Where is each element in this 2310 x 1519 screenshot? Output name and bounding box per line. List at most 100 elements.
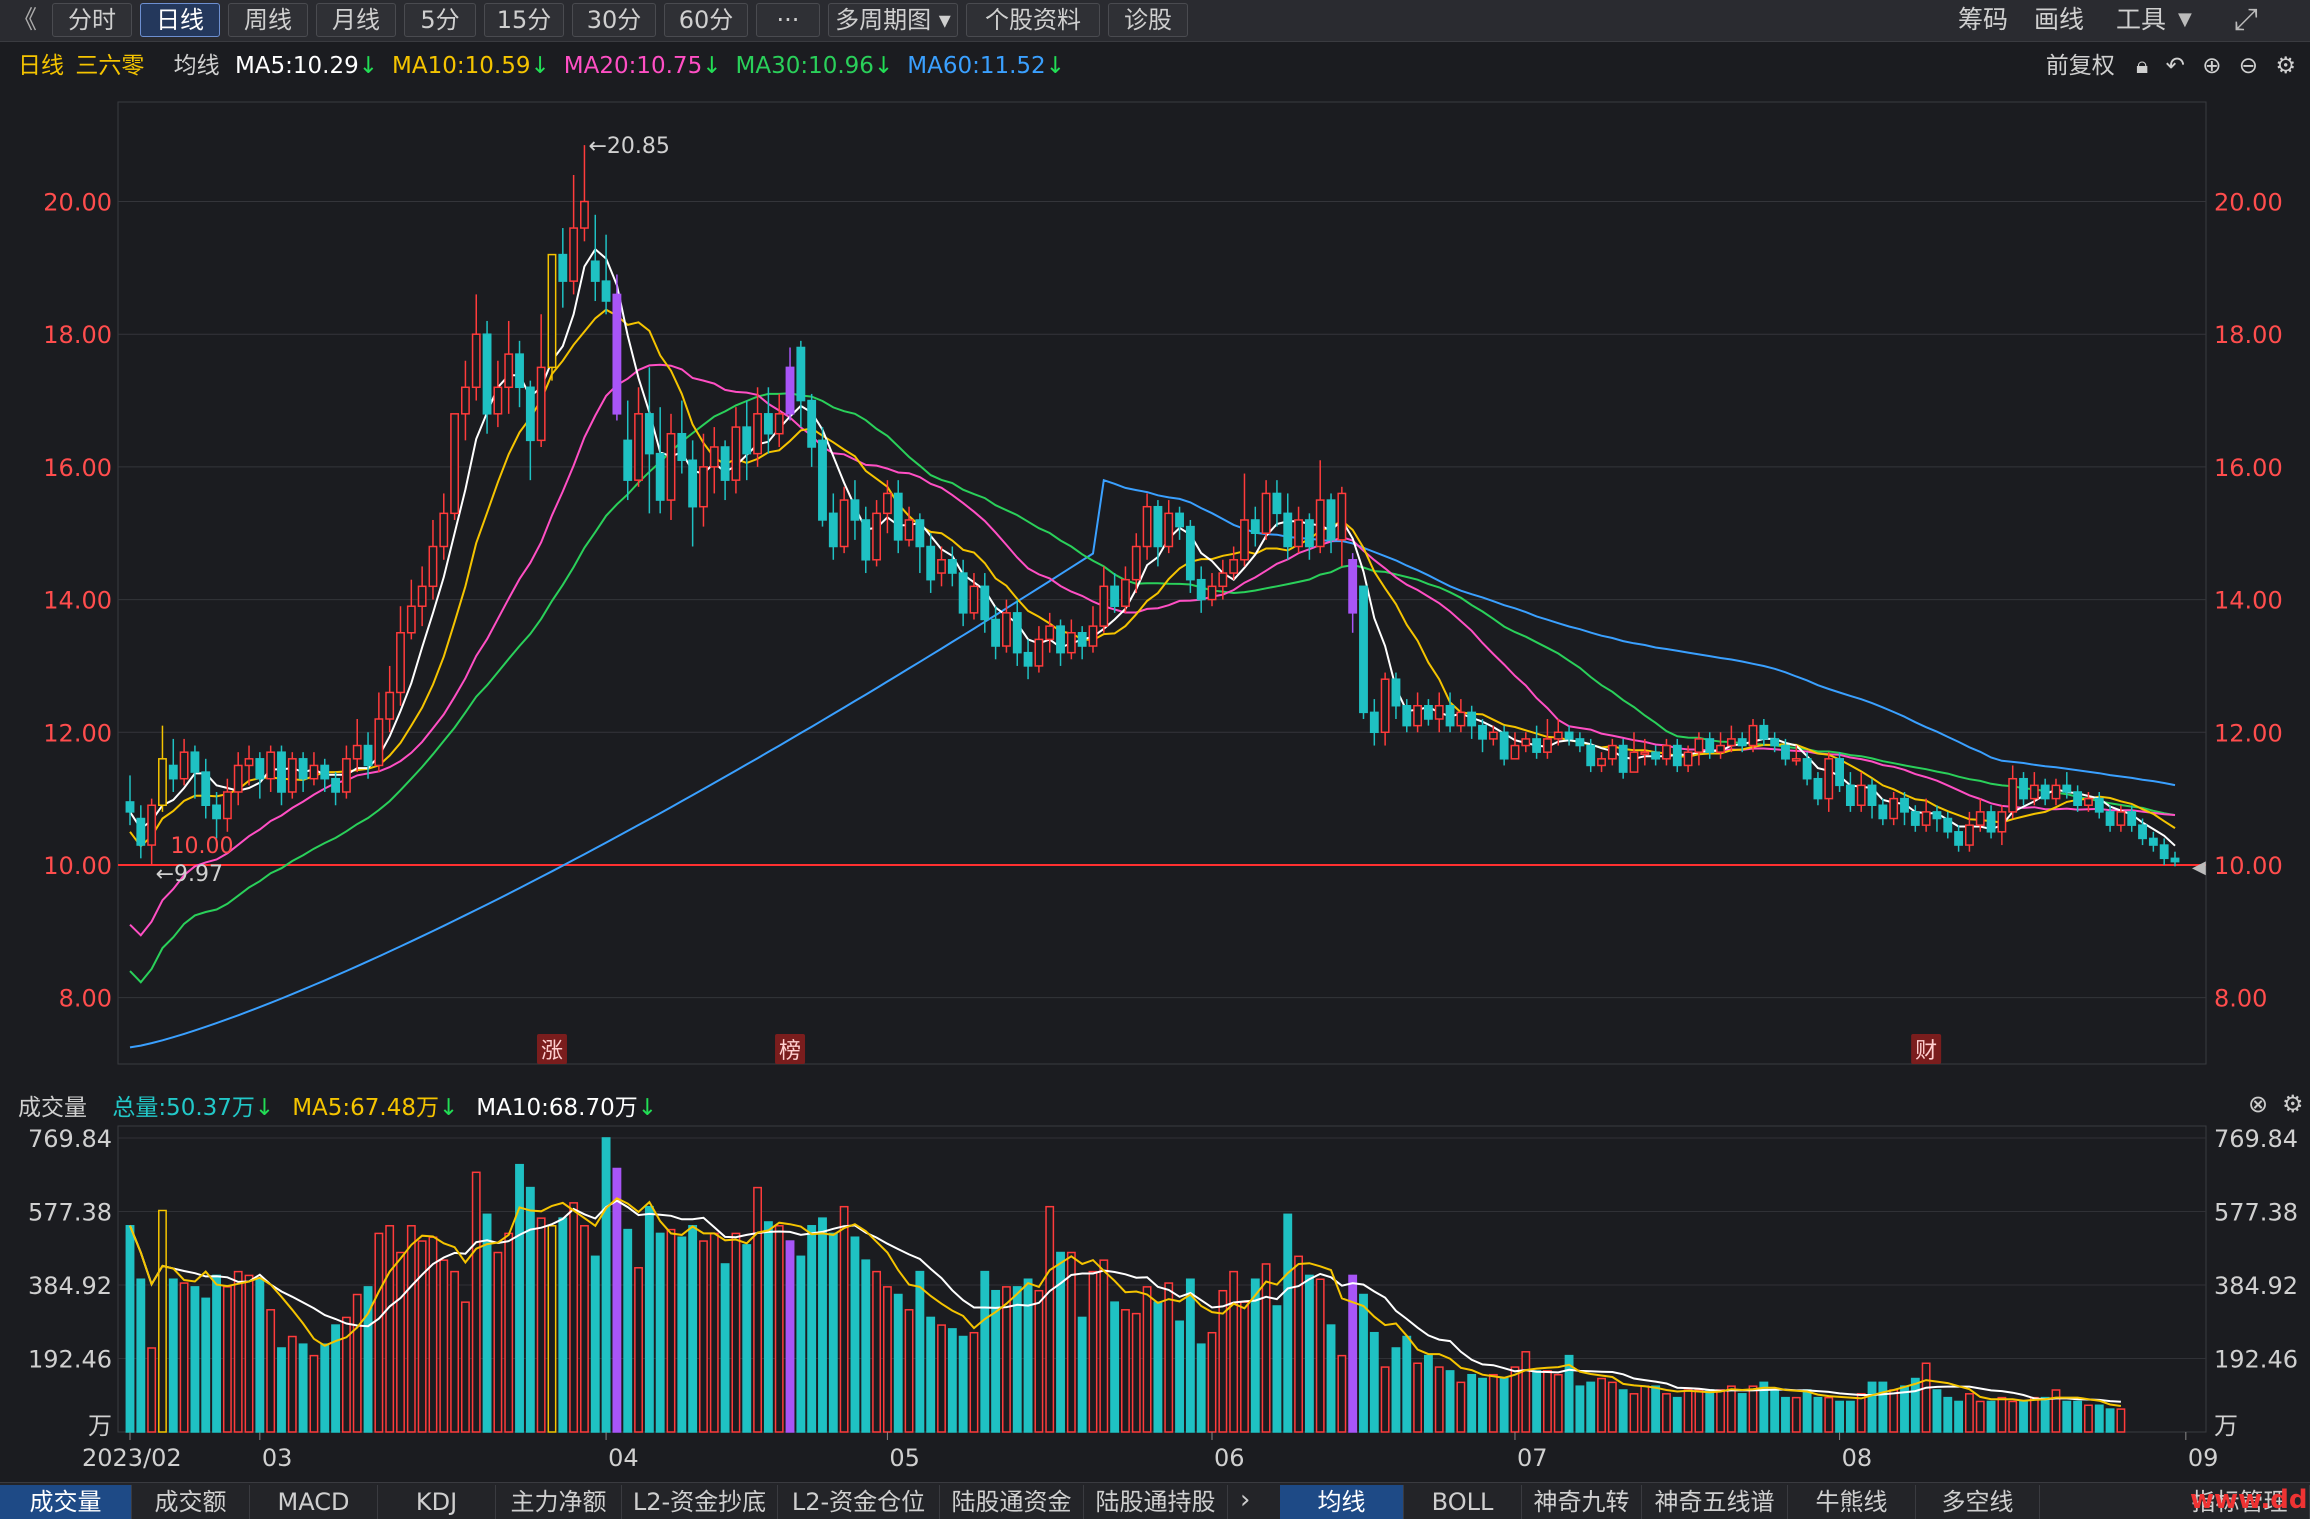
candle[interactable] bbox=[915, 519, 925, 548]
volume-bar[interactable] bbox=[1478, 1377, 1487, 1433]
candle[interactable] bbox=[634, 413, 643, 481]
candle[interactable] bbox=[1964, 824, 1974, 846]
candle[interactable] bbox=[1867, 784, 1877, 807]
candle[interactable] bbox=[742, 426, 752, 455]
candle[interactable] bbox=[2073, 791, 2083, 807]
candle[interactable] bbox=[969, 585, 979, 614]
volume-gear-icon[interactable]: ⚙ bbox=[2282, 1090, 2304, 1118]
candle[interactable] bbox=[244, 758, 254, 767]
volume-bar[interactable] bbox=[1034, 1289, 1044, 1433]
candle[interactable] bbox=[926, 545, 936, 581]
candle[interactable] bbox=[352, 744, 362, 760]
volume-bar[interactable] bbox=[915, 1270, 925, 1433]
indicator-tab-1[interactable]: 成交额 bbox=[132, 1485, 250, 1519]
candle[interactable] bbox=[212, 804, 221, 820]
indicator-tab-8[interactable]: 陆股通持股 bbox=[1084, 1485, 1228, 1519]
volume-bar[interactable] bbox=[1445, 1370, 1455, 1433]
candle[interactable] bbox=[450, 413, 460, 515]
volume-bar[interactable] bbox=[1575, 1385, 1585, 1433]
candle[interactable] bbox=[1153, 505, 1163, 548]
volume-bar[interactable] bbox=[1488, 1373, 1498, 1433]
event-tag-bg[interactable] bbox=[536, 1034, 567, 1064]
candle[interactable] bbox=[536, 366, 546, 442]
volume-bar[interactable] bbox=[1326, 1324, 1336, 1433]
volume-bar[interactable] bbox=[1423, 1354, 1433, 1433]
volume-bar[interactable] bbox=[1824, 1396, 1834, 1433]
volume-bar[interactable] bbox=[1467, 1373, 1477, 1433]
candle[interactable] bbox=[331, 777, 341, 793]
volume-bar[interactable] bbox=[1348, 1274, 1358, 1433]
candle[interactable] bbox=[2019, 777, 2028, 800]
volume-bar[interactable] bbox=[1662, 1393, 1671, 1433]
chevron-right-icon[interactable]: › bbox=[1240, 1485, 1251, 1515]
candle[interactable] bbox=[807, 399, 817, 448]
tab-5[interactable]: 15分 bbox=[484, 3, 564, 37]
candle[interactable] bbox=[1261, 492, 1271, 534]
candle[interactable] bbox=[1694, 738, 1704, 753]
volume-bar[interactable] bbox=[947, 1328, 957, 1433]
volume-bar[interactable] bbox=[1077, 1316, 1087, 1433]
candle[interactable] bbox=[958, 572, 968, 614]
candle[interactable] bbox=[1369, 711, 1379, 734]
volume-bar[interactable] bbox=[2040, 1396, 2050, 1433]
volume-bar[interactable] bbox=[179, 1282, 189, 1433]
candle[interactable] bbox=[1402, 704, 1412, 727]
volume-bar[interactable] bbox=[2062, 1400, 2072, 1433]
candle[interactable] bbox=[1045, 625, 1055, 641]
candle[interactable] bbox=[1510, 744, 1520, 760]
volume-bar[interactable] bbox=[1413, 1362, 1423, 1433]
candle[interactable] bbox=[1748, 724, 1758, 747]
tab-8[interactable]: ··· bbox=[756, 3, 820, 37]
volume-bar[interactable] bbox=[569, 1202, 579, 1433]
volume-bar[interactable] bbox=[1099, 1259, 1109, 1433]
volume-bar[interactable] bbox=[1845, 1400, 1855, 1433]
volume-bar[interactable] bbox=[1748, 1385, 1758, 1433]
candle[interactable] bbox=[1250, 519, 1260, 534]
candle[interactable] bbox=[1337, 492, 1347, 541]
volume-bar[interactable] bbox=[1521, 1351, 1531, 1433]
candle[interactable] bbox=[1824, 758, 1834, 800]
volume-bar[interactable] bbox=[2008, 1400, 2018, 1433]
volume-bar[interactable] bbox=[1196, 1343, 1206, 1433]
volume-bar[interactable] bbox=[958, 1335, 968, 1433]
volume-bar[interactable] bbox=[1856, 1393, 1866, 1433]
candle[interactable] bbox=[644, 413, 654, 455]
volume-bar[interactable] bbox=[331, 1324, 341, 1433]
indicator-tab-4[interactable]: 主力净额 bbox=[496, 1485, 622, 1519]
candle[interactable] bbox=[2127, 811, 2137, 826]
candle[interactable] bbox=[201, 771, 211, 807]
volume-bar[interactable] bbox=[590, 1255, 600, 1433]
volume-bar[interactable] bbox=[1023, 1278, 1033, 1433]
volume-bar[interactable] bbox=[655, 1232, 665, 1433]
candle[interactable] bbox=[1997, 811, 2007, 833]
volume-bar[interactable] bbox=[1553, 1373, 1563, 1433]
volume-bar[interactable] bbox=[1359, 1293, 1368, 1433]
volume-bar[interactable] bbox=[1240, 1301, 1249, 1433]
volume-bar[interactable] bbox=[1878, 1381, 1888, 1433]
candle[interactable] bbox=[666, 432, 676, 501]
volume-bar[interactable] bbox=[341, 1316, 351, 1433]
volume-bar[interactable] bbox=[1088, 1270, 1098, 1433]
candle[interactable] bbox=[277, 751, 286, 793]
indicator-tab-15[interactable]: 指标管理 bbox=[2170, 1485, 2310, 1519]
candle[interactable] bbox=[493, 386, 503, 415]
candle[interactable] bbox=[1056, 625, 1065, 654]
candle[interactable] bbox=[796, 346, 806, 402]
candle[interactable] bbox=[1651, 751, 1661, 760]
candle[interactable] bbox=[1023, 651, 1033, 667]
candle[interactable] bbox=[2170, 857, 2180, 863]
volume-bar[interactable] bbox=[709, 1232, 719, 1433]
candle[interactable] bbox=[1478, 724, 1487, 740]
volume-bar[interactable] bbox=[1889, 1389, 1899, 1433]
volume-bar[interactable] bbox=[493, 1251, 503, 1433]
volume-bar[interactable] bbox=[1499, 1377, 1509, 1433]
tab-0[interactable]: 分时 bbox=[52, 3, 132, 37]
candle[interactable] bbox=[688, 459, 698, 508]
candle[interactable] bbox=[1737, 738, 1747, 747]
tab-9[interactable]: 多周期图 ▾ bbox=[828, 3, 958, 37]
volume-bar[interactable] bbox=[1629, 1393, 1639, 1433]
candle[interactable] bbox=[1488, 731, 1498, 740]
candle[interactable] bbox=[1272, 492, 1282, 515]
volume-bar[interactable] bbox=[168, 1278, 178, 1433]
volume-bar[interactable] bbox=[1110, 1301, 1120, 1433]
